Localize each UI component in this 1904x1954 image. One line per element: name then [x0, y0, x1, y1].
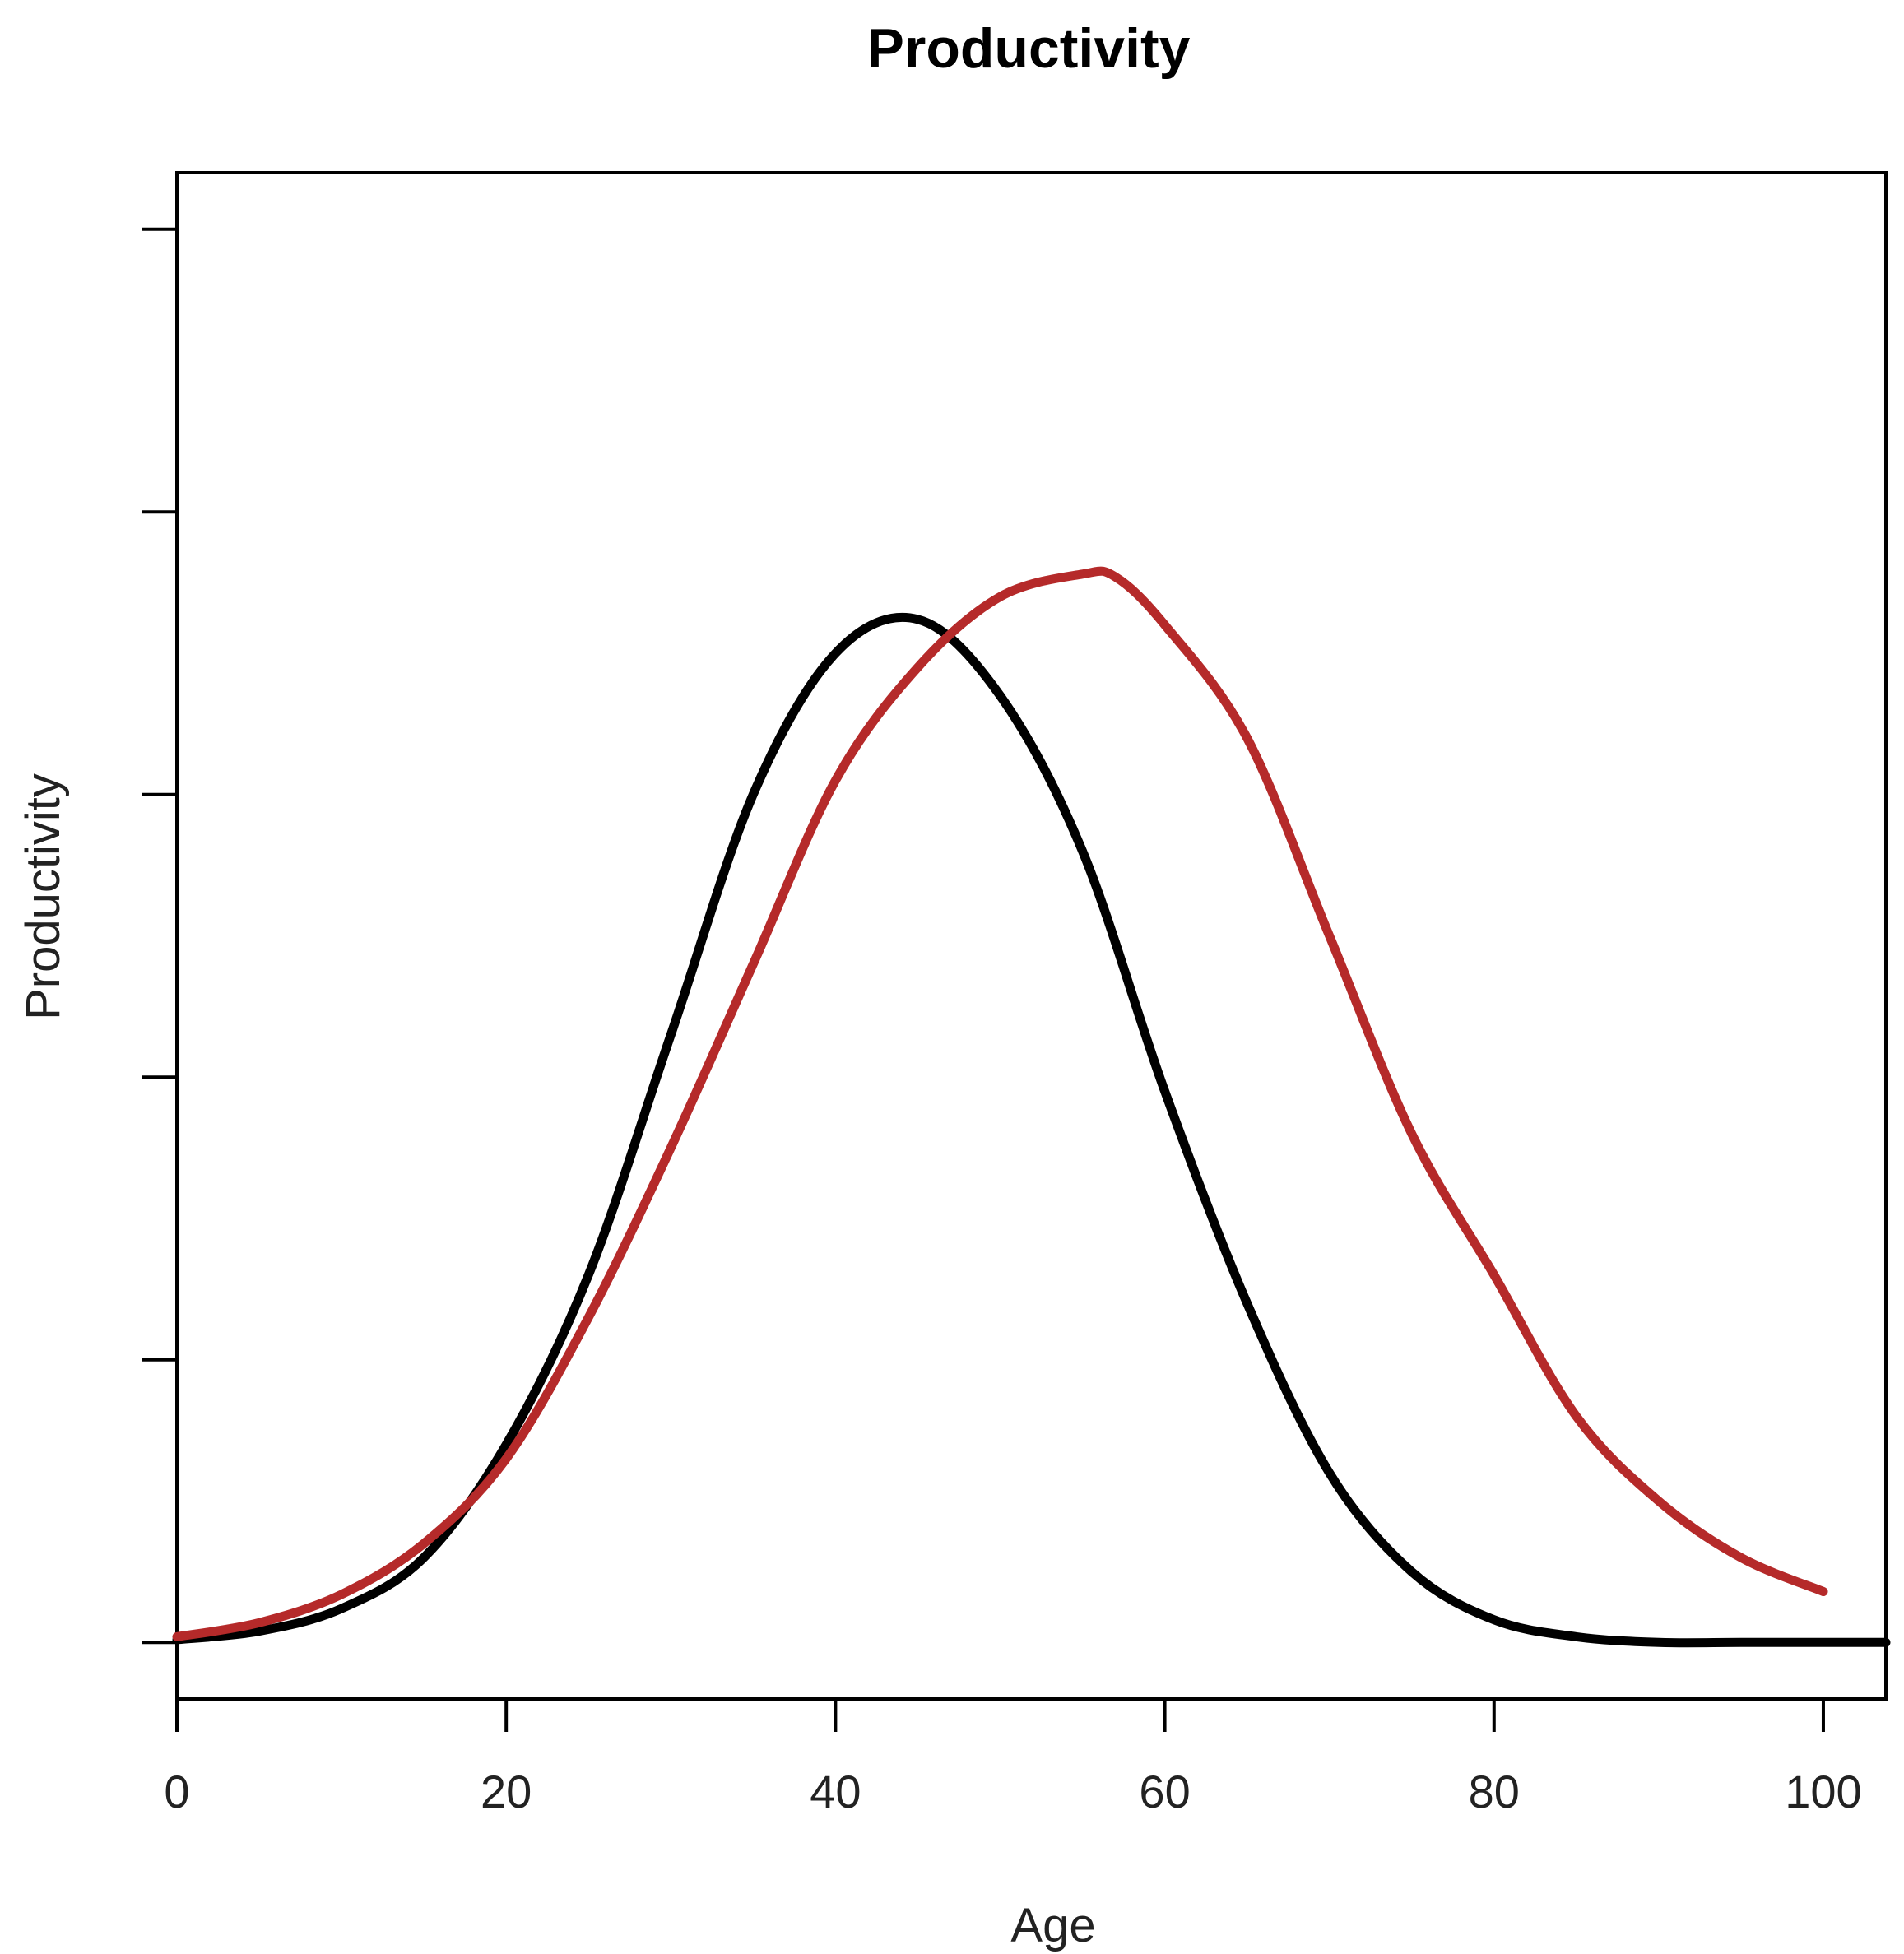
x-tick-label: 0 [164, 1766, 189, 1817]
y-axis-label: Productivity [16, 773, 70, 1020]
series-lines [172, 566, 1891, 1648]
x-tick-label: 100 [1785, 1766, 1861, 1817]
series-black-line [172, 612, 1891, 1648]
y-axis [142, 227, 177, 1645]
series-red-line [172, 566, 1828, 1641]
chart-title: Productivity [867, 17, 1191, 80]
x-tick-label: 80 [1469, 1766, 1520, 1817]
x-axis: 0 20 40 60 80 100 [164, 1699, 1862, 1817]
x-axis-label: Age [1010, 1899, 1095, 1952]
plot-frame [175, 171, 1888, 1701]
x-tick-label: 20 [481, 1766, 532, 1817]
x-tick-label: 60 [1139, 1766, 1190, 1817]
x-tick-label: 40 [810, 1766, 861, 1817]
